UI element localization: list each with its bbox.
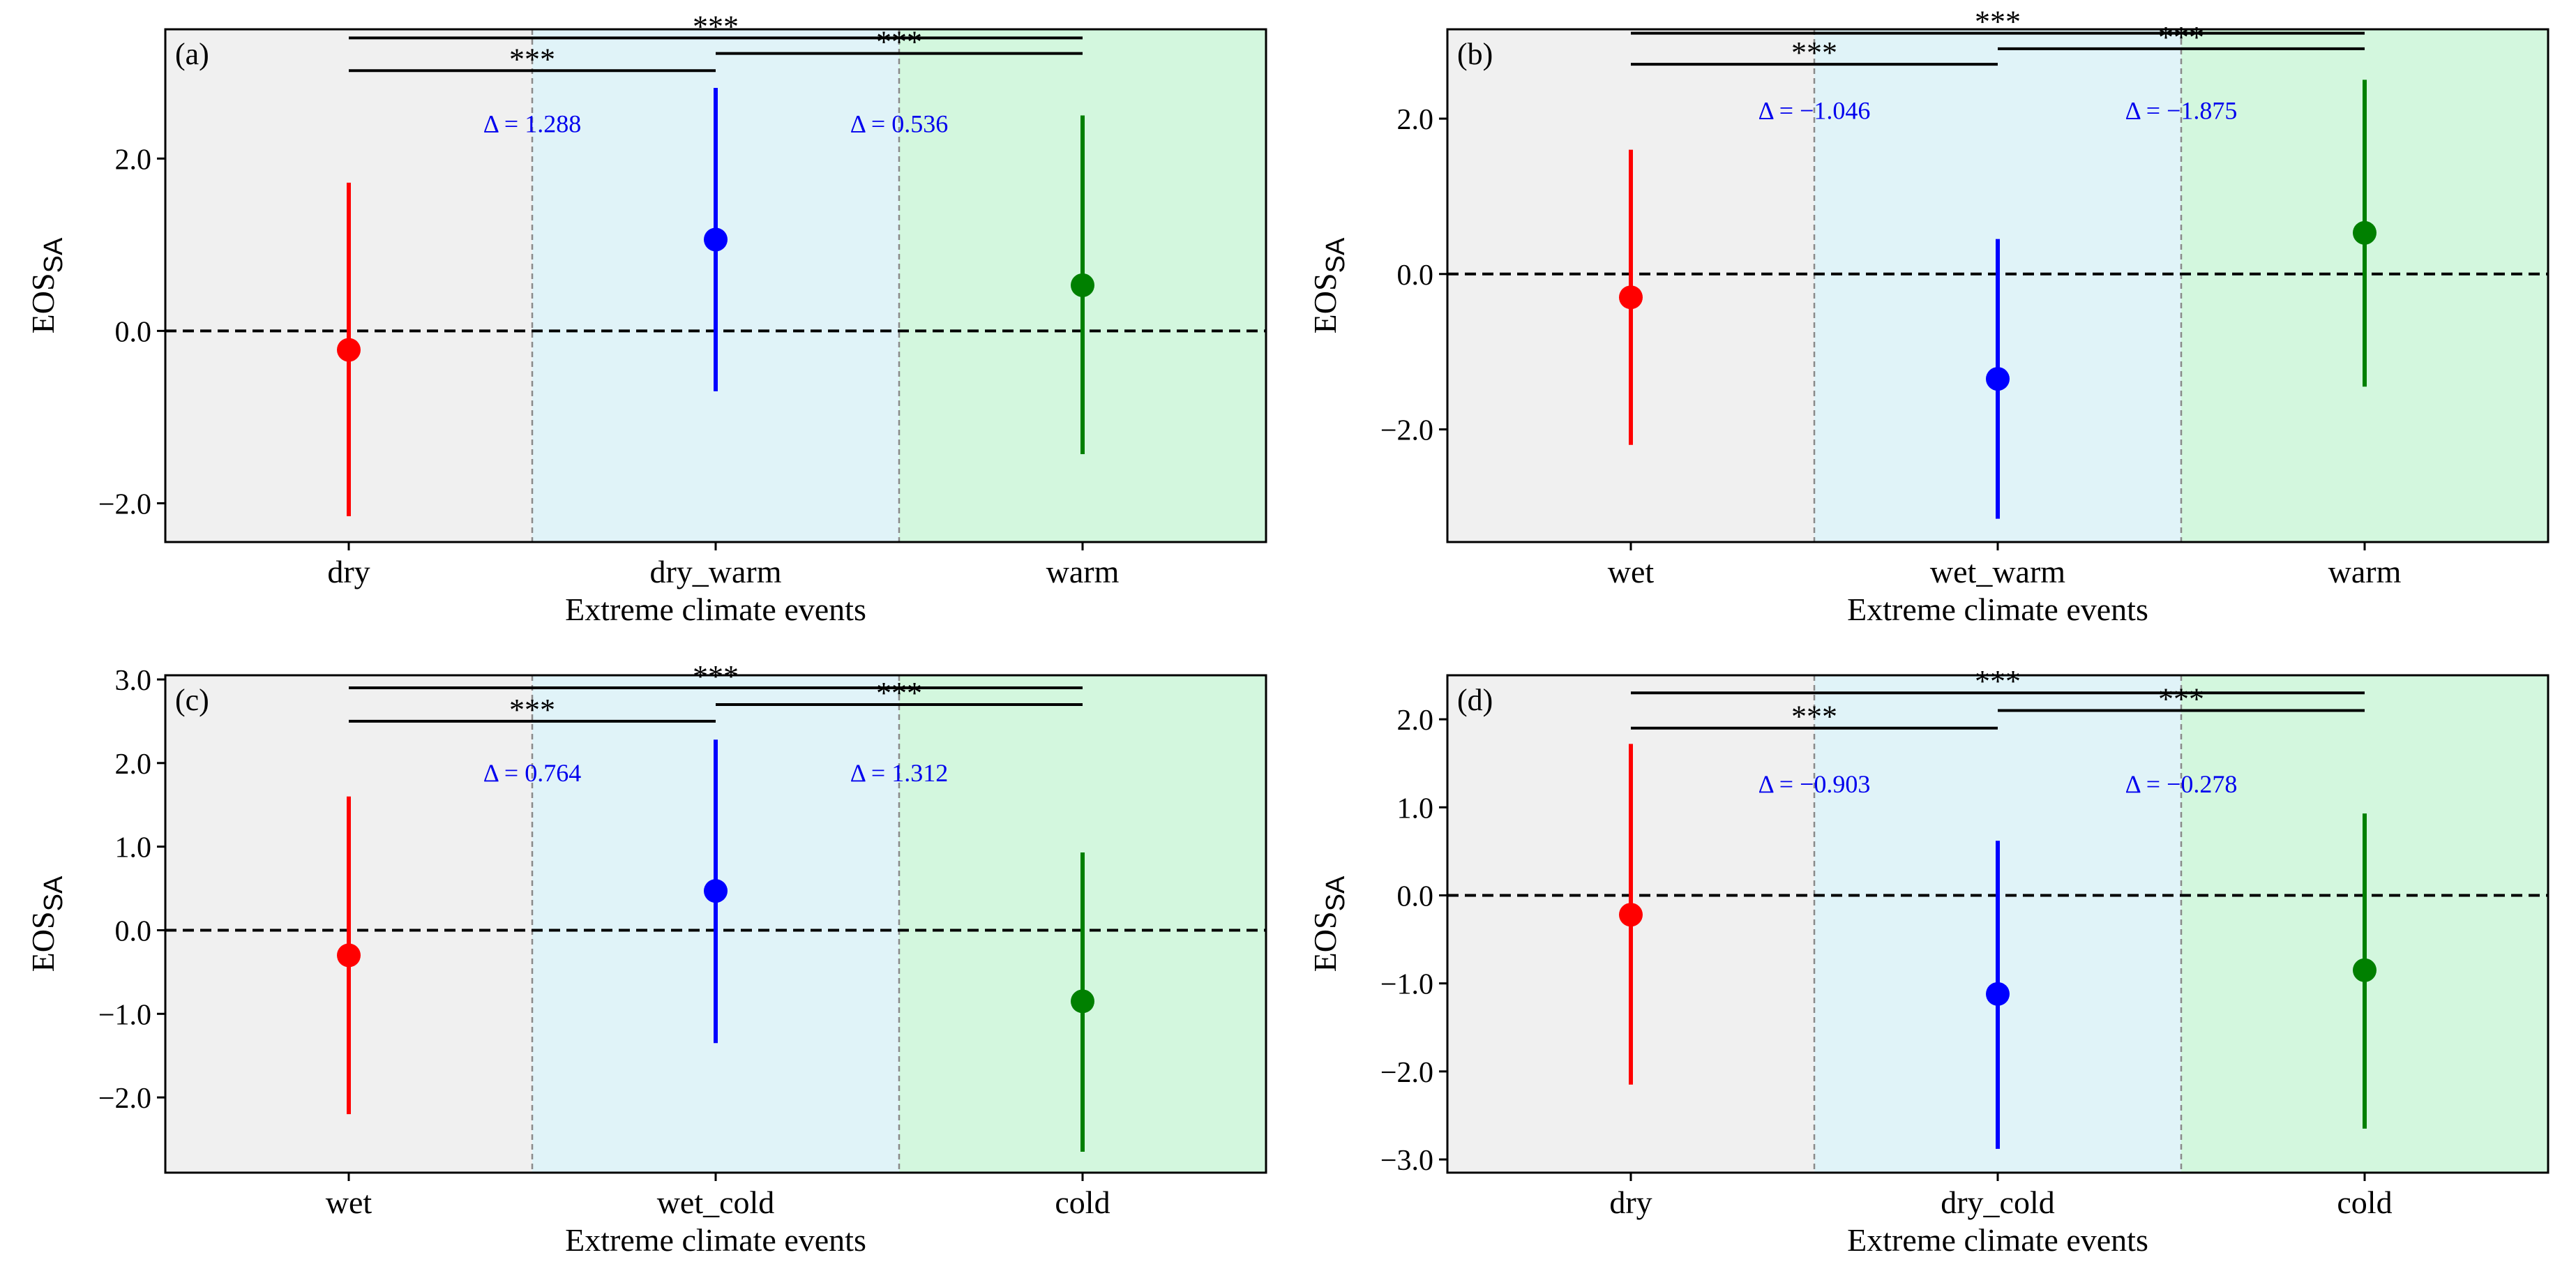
data-point (1986, 367, 2010, 391)
x-axis-label: Extreme climate events (1847, 1222, 2148, 1258)
data-point (1071, 273, 1094, 297)
significance-label: *** (693, 9, 739, 43)
delta-annotation: Δ = 0.536 (850, 110, 948, 137)
x-tick-label: dry (327, 554, 370, 589)
data-point (1071, 989, 1094, 1014)
x-tick-label: wet (326, 1185, 372, 1220)
y-tick-label: 0.0 (1397, 880, 1434, 912)
y-axis-label: EOSSA (25, 237, 68, 333)
significance-label: *** (1791, 36, 1837, 70)
y-axis-label: EOSSA (25, 875, 68, 972)
panel-label: (b) (1457, 37, 1493, 71)
data-point (1986, 982, 2010, 1006)
y-tick-label: 1.0 (115, 832, 152, 864)
delta-annotation: Δ = 0.764 (483, 759, 581, 787)
y-tick-label: −1.0 (98, 999, 151, 1031)
delta-annotation: Δ = −0.903 (1758, 770, 1871, 798)
significance-label: *** (2158, 682, 2204, 716)
x-axis-label: Extreme climate events (1847, 592, 2148, 627)
x-tick-label: wet (1608, 554, 1655, 589)
x-tick-label: cold (2337, 1185, 2392, 1220)
y-tick-label: 2.0 (1397, 705, 1434, 737)
delta-annotation: Δ = −0.278 (2125, 770, 2238, 798)
y-tick-label: 0.0 (115, 915, 152, 947)
significance-label: *** (1791, 700, 1837, 734)
x-tick-label: warm (1046, 554, 1120, 589)
y-tick-label: 0.0 (115, 316, 152, 348)
data-point (337, 338, 361, 362)
delta-annotation: Δ = 1.288 (483, 110, 581, 137)
y-tick-label: 1.0 (1397, 792, 1434, 825)
y-tick-label: 2.0 (115, 749, 152, 781)
data-point (2353, 220, 2377, 245)
y-tick-label: −3.0 (1380, 1145, 1433, 1177)
y-tick-label: −2.0 (1380, 415, 1433, 447)
delta-annotation: Δ = −1.046 (1758, 97, 1871, 125)
delta-annotation: Δ = 1.312 (850, 759, 948, 787)
chart-panel-1: *** *** *** Δ = 1.288 Δ = 0.536 (a) −2.0 0.0 2.0… (25, 9, 1267, 627)
y-tick-label: −2.0 (98, 488, 151, 520)
y-tick-label: 2.0 (115, 144, 152, 176)
data-point (1619, 903, 1643, 927)
y-tick-label: −1.0 (1380, 969, 1433, 1001)
data-point (2353, 958, 2377, 982)
y-tick-label: 0.0 (1397, 260, 1434, 292)
data-point (704, 879, 728, 903)
delta-annotation: Δ = −1.875 (2125, 97, 2238, 125)
x-tick-label: wet_warm (1930, 554, 2065, 589)
y-tick-label: 2.0 (1397, 104, 1434, 136)
panel-label: (d) (1457, 683, 1493, 717)
chart-panel-2: *** *** *** Δ = −1.046 Δ = −1.875 (b) −2.0 0.0 2… (1307, 5, 2549, 627)
data-point (704, 227, 728, 252)
significance-label: *** (2158, 20, 2204, 54)
x-tick-label: dry_cold (1941, 1185, 2055, 1220)
chart-panel-3: *** ******Δ = 0.764 Δ = 1.312(c)−2.0−1.00.… (25, 659, 1267, 1258)
significance-label: *** (876, 25, 922, 59)
significance-label: *** (509, 42, 555, 76)
data-point (1619, 285, 1643, 310)
x-axis-label: Extreme climate events (565, 592, 866, 627)
x-tick-label: dry (1609, 1185, 1652, 1220)
significance-label: *** (509, 693, 555, 727)
x-axis-label: Extreme climate events (565, 1222, 866, 1258)
x-tick-label: dry_warm (649, 554, 781, 589)
y-axis-label: EOSSA (1307, 237, 1350, 333)
x-tick-label: cold (1055, 1185, 1110, 1220)
x-tick-label: wet_cold (657, 1185, 775, 1220)
x-tick-label: warm (2328, 554, 2402, 589)
data-point (337, 943, 361, 968)
panel-label: (c) (175, 683, 209, 717)
y-axis-label: EOSSA (1307, 875, 1350, 972)
significance-label: *** (1975, 664, 2021, 698)
y-tick-label: 3.0 (115, 665, 152, 697)
chart-panel-4: *** *** *** Δ = −0.903 Δ = −0.278 (d) −3.0 −2.0… (1307, 664, 2549, 1258)
significance-label: *** (876, 676, 922, 710)
y-tick-label: −2.0 (1380, 1057, 1433, 1089)
significance-label: *** (1975, 5, 2021, 39)
y-tick-label: −2.0 (98, 1083, 151, 1115)
panel-label: (a) (175, 37, 209, 71)
